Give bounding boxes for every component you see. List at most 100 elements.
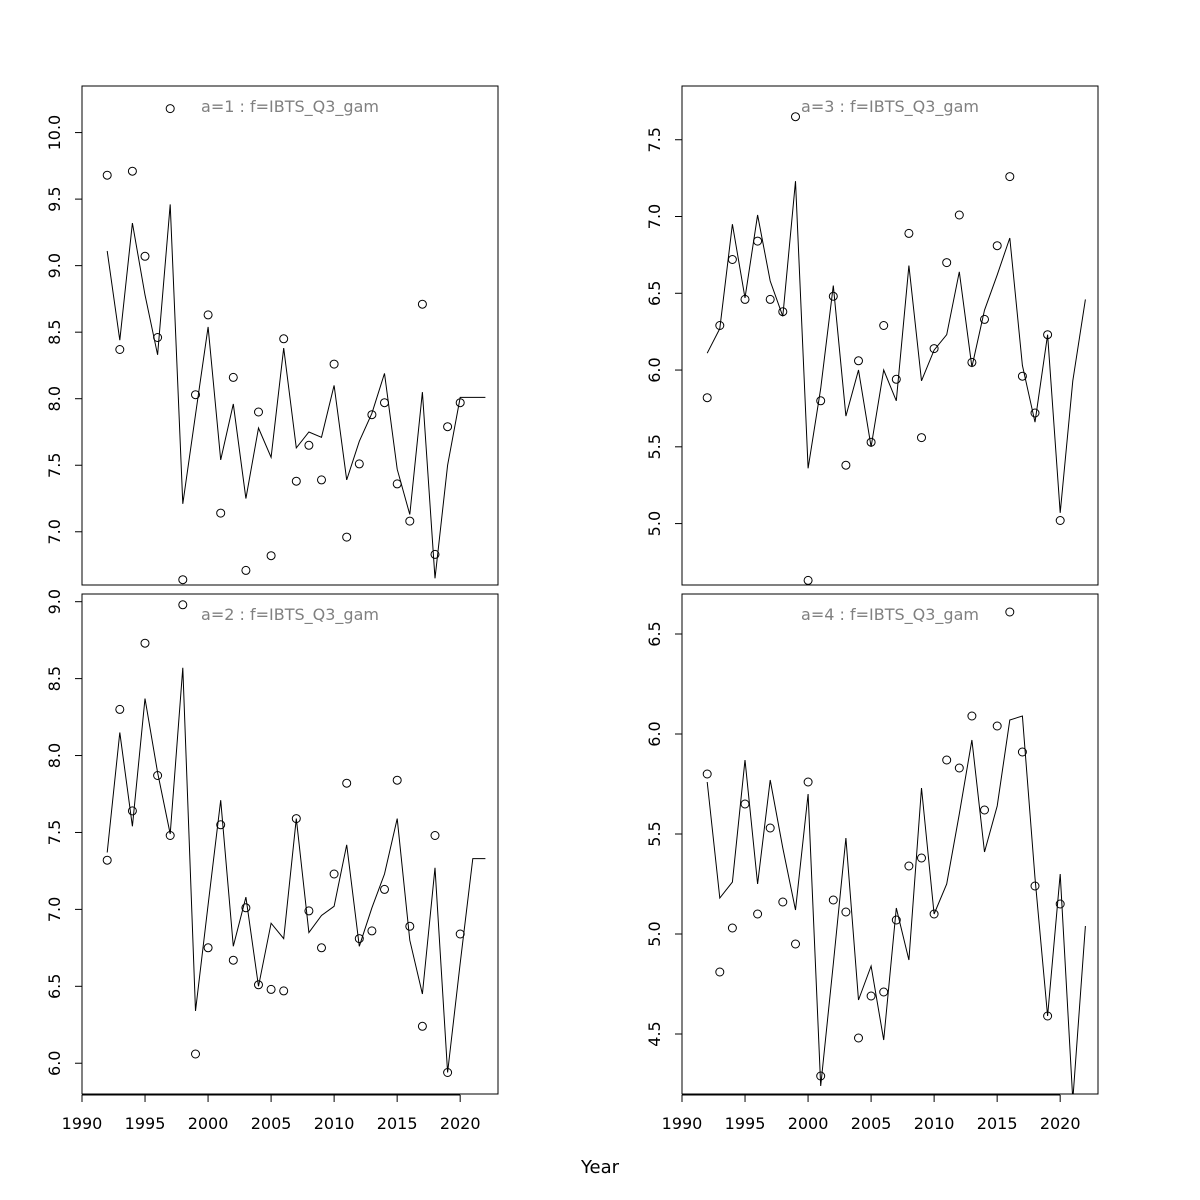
observed-point xyxy=(254,407,263,417)
observed-point xyxy=(954,763,964,773)
observed-point xyxy=(455,929,465,939)
observed-point xyxy=(430,831,440,840)
fitted-line xyxy=(706,715,1086,1094)
y-tick-label: 6.0 xyxy=(645,357,664,382)
observed-point xyxy=(715,967,725,977)
y-tick-label: 9.0 xyxy=(45,253,64,278)
observed-point xyxy=(828,895,838,905)
panel-title: a=4 : f=IBTS_Q3_gam xyxy=(801,605,979,625)
x-tick-label: 2015 xyxy=(377,1114,418,1133)
observed-point xyxy=(392,479,402,489)
y-tick-label: 7.5 xyxy=(45,820,64,845)
observed-point xyxy=(443,422,453,432)
observed-point xyxy=(165,831,175,840)
observed-point xyxy=(380,884,389,894)
x-tick-label: 1990 xyxy=(662,1114,703,1133)
observed-point xyxy=(740,799,750,809)
observed-point xyxy=(354,934,364,944)
observed-point xyxy=(405,921,415,931)
observed-point xyxy=(917,853,926,863)
x-tick-label: 2005 xyxy=(851,1114,892,1133)
fitted-line xyxy=(106,204,486,579)
observed-point xyxy=(1030,881,1040,891)
observed-point xyxy=(317,943,326,953)
observed-point xyxy=(191,1049,200,1059)
observed-point xyxy=(392,775,402,785)
observed-point xyxy=(954,210,964,220)
observed-point xyxy=(1005,172,1015,182)
panel-title: a=1 : f=IBTS_Q3_gam xyxy=(201,97,379,117)
x-axis: 1990 1995 2000 2005 2010 2015 2020 xyxy=(662,1094,1081,1133)
observed-point xyxy=(980,314,989,324)
observed-point xyxy=(354,459,364,469)
observed-point xyxy=(304,440,314,450)
observed-point xyxy=(102,855,112,865)
y-tick-label: 5.0 xyxy=(645,511,664,536)
observed-point xyxy=(430,549,440,559)
y-tick-label: 7.0 xyxy=(645,204,664,229)
observed-point xyxy=(967,711,977,721)
panel-title: a=3 : f=IBTS_Q3_gam xyxy=(801,97,979,117)
y-axis: 4.5 5.0 5.5 6.0 6.5 xyxy=(645,621,682,1047)
observed-point xyxy=(980,805,989,815)
observed-point xyxy=(753,909,763,919)
y-tick-label: 9.0 xyxy=(45,589,64,614)
x-tick-label: 2005 xyxy=(251,1114,292,1133)
panel-3: a=2 : f=IBTS_Q3_gam 6.0 6.5 7.0 7.5 8.0 8.5 9.0… xyxy=(45,589,499,1133)
x-tick-label: 1990 xyxy=(62,1114,103,1133)
observed-point xyxy=(917,433,926,443)
y-tick-label: 4.5 xyxy=(645,1021,664,1046)
observed-point xyxy=(778,897,788,907)
observed-point xyxy=(891,374,901,384)
observed-point xyxy=(317,475,326,485)
observed-point xyxy=(904,861,914,871)
y-tick-label: 9.5 xyxy=(45,186,64,211)
observed-point xyxy=(165,104,175,114)
x-tick-label: 2000 xyxy=(188,1114,229,1133)
observed-point xyxy=(816,396,826,406)
observed-point xyxy=(753,236,763,246)
observed-point xyxy=(841,907,851,917)
panel-4: a=4 : f=IBTS_Q3_gam 4.55.05.56.06.5 1990 19… xyxy=(645,593,1099,1133)
plot-area xyxy=(102,104,486,585)
observed-point xyxy=(254,980,263,990)
y-tick-label: 7.0 xyxy=(45,519,64,544)
observed-point xyxy=(115,704,125,714)
observed-point xyxy=(342,778,352,788)
x-tick-label: 2020 xyxy=(1040,1114,1081,1133)
observed-point xyxy=(405,516,415,526)
observed-point xyxy=(304,906,314,916)
y-axis: 7.0 7.5 8.0 8.5 9.0 9.5 10.0 xyxy=(45,115,82,544)
y-tick-label: 8.5 xyxy=(45,319,64,344)
observed-point xyxy=(178,600,188,610)
observed-point xyxy=(291,814,301,824)
observed-point xyxy=(778,307,788,317)
observed-point xyxy=(216,820,226,830)
observed-point xyxy=(455,398,465,408)
x-tick-label: 1995 xyxy=(725,1114,766,1133)
observed-point xyxy=(342,532,352,542)
observed-point xyxy=(266,984,276,994)
observed-point xyxy=(140,638,150,648)
observed-point xyxy=(417,299,427,309)
observed-point xyxy=(127,806,137,816)
observed-point xyxy=(115,345,125,354)
observed-point xyxy=(727,255,737,264)
observed-point xyxy=(816,1071,826,1081)
observed-point xyxy=(417,1021,427,1031)
y-tick-label: 6.0 xyxy=(645,721,664,746)
y-axis: 6.0 6.5 7.0 7.5 8.0 8.5 9.0 xyxy=(45,589,82,1076)
observed-point xyxy=(279,986,289,996)
x-tick-label: 2010 xyxy=(314,1114,355,1133)
plot-frame xyxy=(81,85,499,586)
observed-point xyxy=(1005,607,1015,617)
y-tick-label: 8.0 xyxy=(45,386,64,411)
observed-point xyxy=(828,291,838,301)
y-tick-label: 6.5 xyxy=(45,974,64,999)
observed-point xyxy=(241,565,251,575)
observed-point xyxy=(992,241,1002,251)
observed-point xyxy=(1043,1011,1053,1021)
observed-point xyxy=(153,771,163,780)
observed-point xyxy=(178,575,188,585)
observed-point xyxy=(291,476,301,486)
